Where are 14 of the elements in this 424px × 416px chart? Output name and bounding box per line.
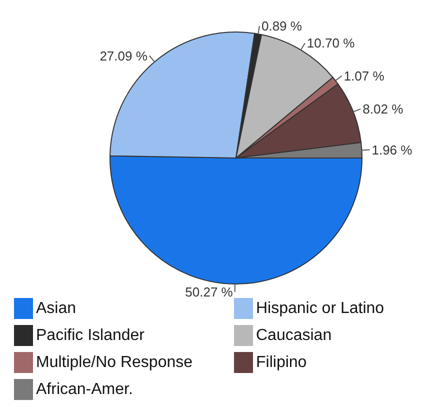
data-label: 50.27 % bbox=[185, 284, 234, 300]
data-label: 27.09 % bbox=[100, 48, 148, 64]
legend-label: Pacific Islander bbox=[36, 326, 144, 344]
data-label: 1.96 % bbox=[372, 142, 413, 158]
legend-label: Caucasian bbox=[256, 326, 332, 344]
data-label: 8.02 % bbox=[362, 101, 404, 116]
legend-label: African-Amer. bbox=[36, 380, 133, 398]
legend-label: Multiple/No Response bbox=[36, 354, 193, 372]
legend-label: Asian bbox=[36, 300, 76, 318]
data-label: 1.07 % bbox=[344, 68, 385, 84]
legend-label: Hispanic or Latino bbox=[256, 300, 384, 318]
data-label: 0.89 % bbox=[261, 18, 302, 34]
legend-label: Filipino bbox=[256, 354, 307, 372]
data-label: 10.70 % bbox=[306, 36, 356, 51]
